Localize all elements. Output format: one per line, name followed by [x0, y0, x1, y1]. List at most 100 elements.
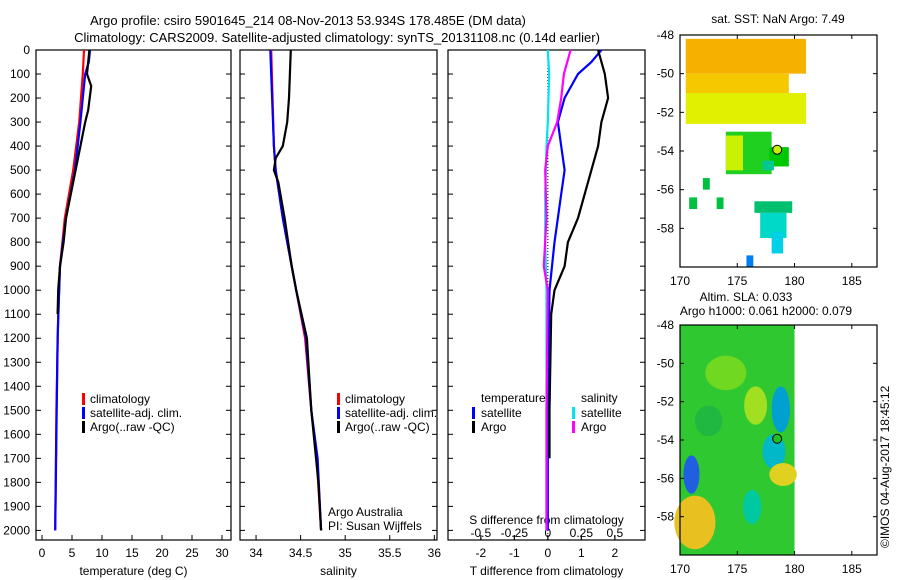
- x-tick-label: 35: [339, 546, 353, 560]
- x-tick-label: 20: [155, 546, 169, 560]
- lat-tick-label: -56: [657, 183, 675, 197]
- title-line-2: Climatology: CARS2009. Satellite-adjuste…: [74, 30, 600, 45]
- sst-patch: [725, 135, 743, 171]
- depth-tick-label: 400: [10, 139, 30, 153]
- lat-tick-label: -54: [657, 144, 675, 158]
- lat-tick-label: -50: [657, 356, 675, 370]
- map-sla_map: 170 175 180 185 -48 -50 -52 -54 -56 -58 Altim. SLA…: [657, 290, 878, 576]
- x-tick-label: -2: [475, 546, 486, 560]
- sst-patch: [702, 178, 710, 190]
- series-salinity-argo: [542, 49, 572, 531]
- depth-tick-label: 700: [10, 211, 30, 225]
- lat-tick-label: -58: [657, 221, 675, 235]
- depth-tick-label: 0: [23, 43, 30, 57]
- lat-tick-label: -48: [657, 28, 675, 42]
- x-tick-label: 35.5: [378, 546, 402, 560]
- legend-marker: [472, 421, 475, 433]
- depth-tick-label: 1100: [4, 307, 30, 321]
- lat-tick-label: -52: [657, 395, 675, 409]
- depth-tick-label: 300: [10, 115, 30, 129]
- argo-position-marker: [772, 144, 783, 155]
- sst-patch: [685, 93, 806, 124]
- depth-tick-label: 2000: [3, 523, 30, 537]
- legend-marker: [472, 407, 475, 419]
- sla-feature: [769, 463, 797, 486]
- title-line-1: Argo profile: csiro 5901645_214 08-Nov-2…: [90, 13, 526, 28]
- annotation: PI: Susan Wijffels: [328, 519, 422, 533]
- sla-feature: [694, 405, 723, 437]
- argo-position-marker: [772, 433, 783, 444]
- lat-tick-label: -56: [657, 471, 675, 485]
- legend-marker: [337, 407, 340, 419]
- panel-difference: -2 -1 0 1 2 T difference from climatology -0.5…: [447, 49, 646, 578]
- s-tick-label: 0: [544, 526, 551, 540]
- map-sst_map: 170 175 180 185 -48 -50 -52 -54 -56 -58 sat. SST: …: [657, 12, 878, 288]
- x-tick-label: 25: [185, 546, 199, 560]
- depth-tick-label: 1800: [3, 475, 30, 489]
- depth-tick-label: 500: [10, 163, 30, 177]
- depth-tick-label: 200: [10, 91, 30, 105]
- s-tick-label: -0.25: [501, 526, 529, 540]
- depth-tick-label: 900: [10, 259, 30, 273]
- series-argo-raw-qc-: [272, 49, 323, 531]
- difference-axes-box: [447, 49, 646, 541]
- x-tick-label: 1: [578, 546, 585, 560]
- s-tick-label: 0.25: [570, 526, 594, 540]
- legend-marker: [337, 393, 340, 405]
- depth-tick-label: 1200: [3, 331, 30, 345]
- s-tick-label: 0.5: [607, 526, 624, 540]
- lon-tick-label: 185: [842, 562, 862, 576]
- panel-salinity: 34 34.5 35 35.5 36 salinity climatologysatelli…: [239, 49, 442, 578]
- legend-label: climatology: [345, 392, 405, 406]
- sla-feature: [742, 489, 762, 525]
- lon-tick-label: 175: [727, 562, 747, 576]
- x-tick-label: 34.5: [289, 546, 313, 560]
- depth-tick-label: 1400: [3, 379, 30, 393]
- panel-temperature: 0100200300400500600700800900100011001200…: [3, 43, 232, 578]
- sst-patch: [754, 201, 793, 213]
- legend-marker: [572, 421, 575, 433]
- depth-tick-label: 1600: [3, 427, 30, 441]
- legend-marker: [82, 421, 85, 433]
- legend-label: satellite-adj. clim.: [345, 406, 437, 420]
- x-axis-label: temperature (deg C): [79, 564, 187, 578]
- legend-label: Argo: [581, 420, 607, 434]
- map-subtitle: Argo h1000: 0.061 h2000: 0.079: [680, 304, 852, 318]
- legend-header: temperature: [481, 391, 546, 405]
- sst-patch: [685, 73, 789, 93]
- legend-marker: [82, 407, 85, 419]
- lon-tick-label: 180: [785, 274, 805, 288]
- s-tick-label: -0.5: [470, 526, 491, 540]
- annotation: Argo Australia: [328, 505, 403, 519]
- lon-tick-label: 180: [785, 562, 805, 576]
- lat-tick-label: -48: [657, 318, 675, 332]
- x-tick-label: 15: [125, 546, 139, 560]
- depth-tick-label: 1500: [3, 403, 30, 417]
- lat-tick-label: -52: [657, 105, 675, 119]
- legend-label: climatology: [90, 392, 150, 406]
- lon-tick-label: 185: [842, 274, 862, 288]
- x-tick-label: 36: [428, 546, 442, 560]
- x-tick-label: 30: [215, 546, 229, 560]
- lat-tick-label: -58: [657, 510, 675, 524]
- depth-tick-label: 1300: [3, 355, 30, 369]
- depth-tick-label: 100: [10, 67, 30, 81]
- legend-marker: [337, 421, 340, 433]
- legend-header: salinity: [581, 391, 618, 405]
- x-tick-label: 0: [39, 546, 46, 560]
- map-title: Altim. SLA: 0.033: [700, 290, 793, 304]
- depth-tick-label: 1700: [3, 451, 30, 465]
- sst-patch: [762, 160, 774, 171]
- legend-label: Argo: [481, 420, 507, 434]
- x-tick-label: 10: [95, 546, 109, 560]
- series-temperature-satellite: [546, 49, 603, 531]
- legend-label: Argo(..raw -QC): [90, 420, 175, 434]
- sst-patch: [746, 255, 754, 267]
- sst-patch: [689, 197, 698, 209]
- depth-tick-label: 600: [10, 187, 30, 201]
- lon-tick-label: 170: [670, 562, 690, 576]
- sla-feature: [674, 495, 716, 550]
- series-argo-raw-qc-: [56, 49, 93, 315]
- x-axis-label: T difference from climatology: [470, 564, 624, 578]
- lon-tick-label: 175: [727, 274, 747, 288]
